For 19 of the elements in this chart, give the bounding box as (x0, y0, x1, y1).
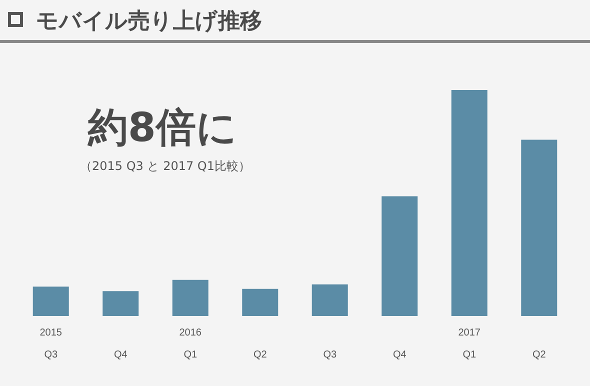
x-tick-label: Q2 (532, 350, 546, 360)
bar (312, 284, 348, 316)
chart-title: モバイル売り上げ推移 (36, 8, 262, 36)
x-tick-label: 2016 Q1 (179, 328, 202, 360)
x-tick-label: Q4 (392, 350, 407, 360)
bar (32, 286, 69, 316)
x-tick-label: Q2 (253, 350, 268, 360)
bar (382, 196, 418, 316)
annotation: 約8倍に (88, 104, 237, 153)
x-tick-label: Q4 (114, 350, 128, 360)
bar (521, 140, 558, 316)
bar (242, 288, 278, 316)
bar (451, 90, 488, 316)
x-tick-label: Q3 (323, 350, 337, 360)
annotation: （2015 Q3 と 2017 Q1比較） (80, 158, 250, 175)
bar (172, 280, 208, 316)
bar (102, 291, 139, 316)
x-tick-label: 2017 Q1 (458, 328, 481, 360)
x-tick-label: 2015 Q3 (40, 328, 62, 360)
